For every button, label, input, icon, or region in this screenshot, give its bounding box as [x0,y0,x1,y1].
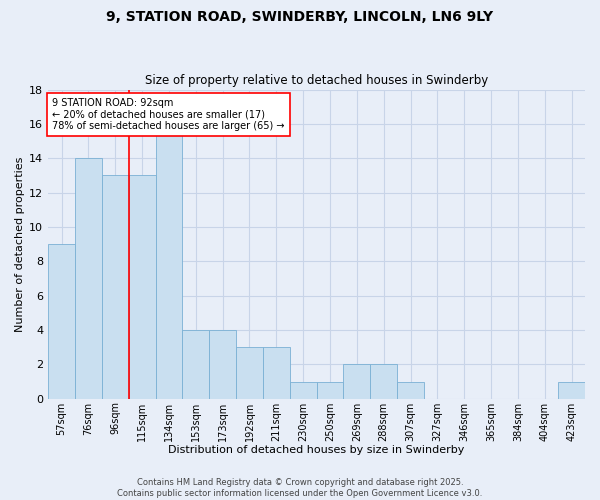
Text: 9, STATION ROAD, SWINDERBY, LINCOLN, LN6 9LY: 9, STATION ROAD, SWINDERBY, LINCOLN, LN6… [106,10,494,24]
Bar [75,158,102,398]
Y-axis label: Number of detached properties: Number of detached properties [15,156,25,332]
X-axis label: Distribution of detached houses by size in Swinderby: Distribution of detached houses by size … [169,445,465,455]
Bar [317,382,343,398]
Bar [236,347,263,399]
Bar [182,330,209,398]
Bar [128,176,155,398]
Bar [263,347,290,399]
Bar [558,382,585,398]
Text: 9 STATION ROAD: 92sqm
← 20% of detached houses are smaller (17)
78% of semi-deta: 9 STATION ROAD: 92sqm ← 20% of detached … [52,98,284,132]
Text: Contains HM Land Registry data © Crown copyright and database right 2025.
Contai: Contains HM Land Registry data © Crown c… [118,478,482,498]
Bar [343,364,370,398]
Bar [48,244,75,398]
Bar [209,330,236,398]
Title: Size of property relative to detached houses in Swinderby: Size of property relative to detached ho… [145,74,488,87]
Bar [397,382,424,398]
Bar [370,364,397,398]
Bar [155,124,182,398]
Bar [102,176,128,398]
Bar [290,382,317,398]
